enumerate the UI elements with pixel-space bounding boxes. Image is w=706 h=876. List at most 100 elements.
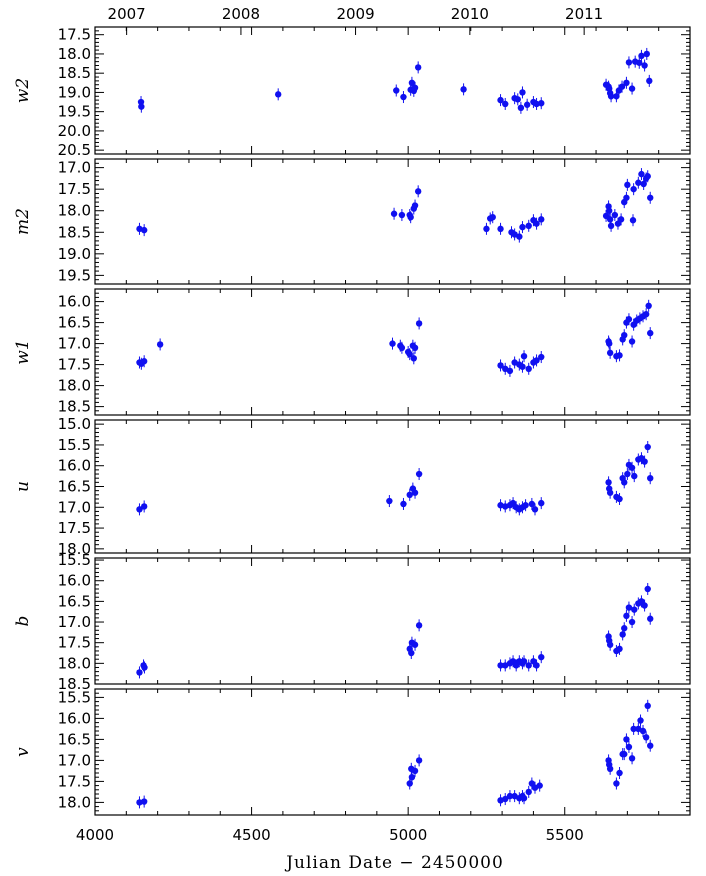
year-label: 2011 bbox=[565, 5, 603, 23]
data-point bbox=[625, 743, 633, 751]
data-point bbox=[400, 500, 407, 508]
data-point bbox=[411, 344, 419, 351]
data-point bbox=[617, 216, 625, 223]
y-tick-label: 18.0 bbox=[58, 540, 91, 558]
data-point bbox=[618, 83, 626, 90]
data-point bbox=[638, 170, 645, 178]
data-point bbox=[520, 795, 528, 802]
data-points-u bbox=[136, 441, 654, 516]
data-point bbox=[136, 506, 143, 513]
data-point bbox=[408, 774, 416, 781]
data-point bbox=[483, 225, 490, 233]
data-point bbox=[644, 443, 651, 451]
y-axis-label-u: u bbox=[13, 481, 33, 492]
data-point bbox=[506, 792, 514, 800]
y-axis-label-w2: w2 bbox=[13, 78, 33, 103]
y-tick-label: 17.5 bbox=[58, 772, 91, 790]
data-point bbox=[506, 367, 514, 375]
data-point bbox=[631, 472, 638, 480]
data-point bbox=[616, 352, 623, 359]
y-tick-label: 18.0 bbox=[58, 45, 91, 63]
data-point bbox=[635, 179, 642, 186]
data-point bbox=[613, 780, 620, 787]
y-tick-label: 16.5 bbox=[58, 314, 91, 332]
data-points-b bbox=[136, 582, 654, 679]
data-point bbox=[520, 353, 528, 360]
y-tick-label: 18.5 bbox=[58, 398, 91, 416]
y-tick-label: 18.5 bbox=[58, 223, 91, 241]
y-tick-label: 17.0 bbox=[58, 613, 91, 631]
data-point bbox=[623, 736, 630, 743]
data-point bbox=[460, 86, 467, 93]
data-point bbox=[616, 495, 623, 503]
data-point bbox=[619, 631, 626, 638]
data-point bbox=[644, 173, 651, 180]
data-point bbox=[536, 782, 543, 789]
data-point bbox=[606, 489, 614, 496]
data-point bbox=[538, 653, 545, 661]
data-point bbox=[140, 358, 148, 365]
y-tick-label: 16.0 bbox=[58, 457, 91, 475]
data-point bbox=[407, 213, 414, 221]
data-point bbox=[616, 645, 623, 653]
data-point bbox=[640, 180, 647, 188]
data-point bbox=[630, 725, 637, 733]
data-point bbox=[525, 662, 532, 669]
data-point bbox=[602, 212, 610, 220]
x-tick-label: 5000 bbox=[389, 826, 427, 844]
data-point bbox=[623, 612, 630, 620]
y-tick-label: 18.0 bbox=[58, 654, 91, 672]
data-point bbox=[533, 100, 540, 108]
y-tick-label: 16.0 bbox=[58, 572, 91, 590]
data-point bbox=[538, 499, 545, 507]
data-points-m2 bbox=[136, 168, 654, 243]
data-point bbox=[538, 216, 545, 223]
panel-v: 15.5 16.0 16.5 17.0 17.5 18.0 v bbox=[13, 688, 691, 816]
y-axis-label-w1: w1 bbox=[13, 339, 33, 364]
data-point bbox=[647, 474, 654, 482]
x-tick-label: 4500 bbox=[232, 826, 270, 844]
data-point bbox=[631, 606, 638, 613]
data-point bbox=[411, 489, 419, 496]
data-points-w1 bbox=[136, 299, 654, 377]
y-tick-label: 18.5 bbox=[58, 675, 91, 693]
data-point bbox=[629, 217, 637, 224]
y-tick-label: 15.5 bbox=[58, 436, 91, 454]
y-tick-label: 17.5 bbox=[58, 26, 91, 44]
data-point bbox=[502, 795, 509, 803]
data-point bbox=[628, 618, 636, 626]
x-tick-label: 4000 bbox=[76, 826, 114, 844]
data-point bbox=[642, 311, 650, 318]
panel-frame bbox=[94, 26, 691, 155]
y-tick-label: 17.0 bbox=[58, 498, 91, 516]
data-point bbox=[625, 604, 633, 611]
y-tick-label: 18.0 bbox=[58, 793, 91, 811]
data-point bbox=[611, 211, 619, 219]
data-point bbox=[497, 225, 504, 233]
data-point bbox=[415, 320, 423, 327]
panel-w2: 17.518.018.519.0 19.520.020.5 w2 bbox=[13, 26, 691, 159]
y-tick-label: 17.5 bbox=[58, 634, 91, 652]
data-point bbox=[628, 338, 636, 345]
data-point bbox=[637, 717, 644, 724]
data-point bbox=[386, 497, 393, 505]
data-point bbox=[525, 365, 532, 372]
data-point bbox=[606, 340, 613, 347]
data-point bbox=[519, 223, 526, 231]
data-point bbox=[621, 625, 628, 632]
data-point bbox=[528, 500, 536, 508]
y-tick-label: 20.5 bbox=[58, 141, 91, 159]
data-point bbox=[517, 104, 525, 112]
y-tick-label: 15.0 bbox=[58, 415, 91, 433]
data-point bbox=[497, 662, 504, 669]
data-points-w2 bbox=[137, 47, 653, 114]
year-label: 2009 bbox=[336, 5, 374, 23]
data-point bbox=[414, 64, 422, 71]
data-point bbox=[140, 798, 148, 805]
data-point bbox=[625, 316, 633, 323]
y-axis-label-b: b bbox=[13, 616, 33, 627]
y-axis-label-m2: m2 bbox=[13, 208, 33, 235]
data-point bbox=[621, 479, 628, 486]
data-point bbox=[625, 59, 633, 66]
data-point bbox=[641, 458, 648, 465]
